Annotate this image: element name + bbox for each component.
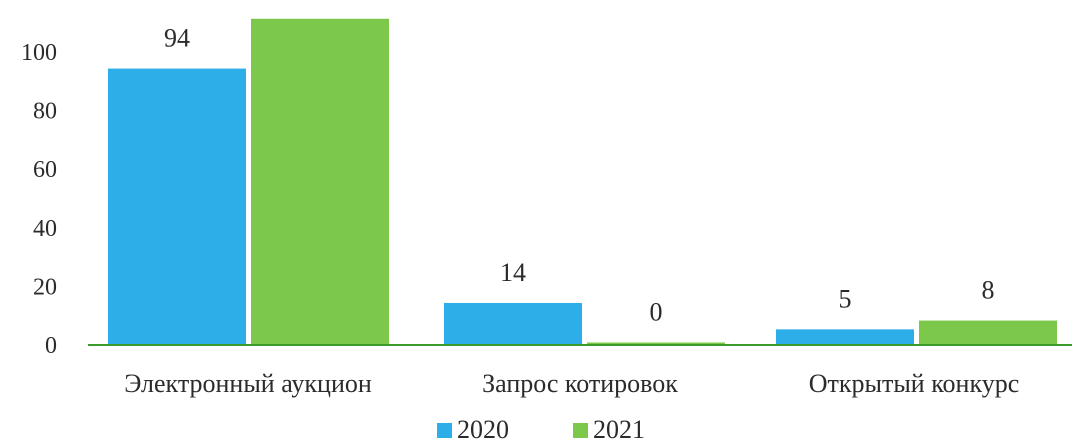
data-label: 14 xyxy=(500,258,526,287)
category-labels: Электронный аукцион Запрос котировок Откры… xyxy=(124,369,1019,398)
y-axis-ticks: 0 20 40 60 80 100 xyxy=(21,40,57,359)
legend-label-2021: 2021 xyxy=(593,415,645,440)
legend-label-2020: 2020 xyxy=(457,415,509,440)
category-label: Открытый конкурс xyxy=(809,369,1020,398)
category-label: Запрос котировок xyxy=(482,369,678,398)
data-label: 0 xyxy=(650,298,663,327)
legend-swatch-2021 xyxy=(573,423,588,438)
data-label: 5 xyxy=(839,284,852,313)
y-tick-label: 60 xyxy=(33,157,57,183)
bar-2021-1 xyxy=(587,342,725,344)
y-tick-label: 20 xyxy=(33,274,57,300)
y-tick-label: 80 xyxy=(33,99,57,125)
bar-2020-0 xyxy=(108,68,246,344)
data-labels: 94 14 5 0 8 xyxy=(164,24,995,327)
bar-2021-2 xyxy=(919,320,1057,344)
legend: 2020 2021 xyxy=(437,415,645,440)
data-label: 94 xyxy=(164,24,190,53)
legend-swatch-2020 xyxy=(437,423,452,438)
y-tick-label: 40 xyxy=(33,216,57,242)
category-label: Электронный аукцион xyxy=(124,369,372,398)
y-tick-label: 0 xyxy=(45,333,57,359)
y-tick-label: 100 xyxy=(21,40,57,66)
bar-2021-0 xyxy=(251,18,389,345)
data-label: 8 xyxy=(982,276,995,305)
bar-2020-1 xyxy=(444,302,582,344)
bar-2020-2 xyxy=(776,329,914,344)
bars xyxy=(108,18,1057,345)
